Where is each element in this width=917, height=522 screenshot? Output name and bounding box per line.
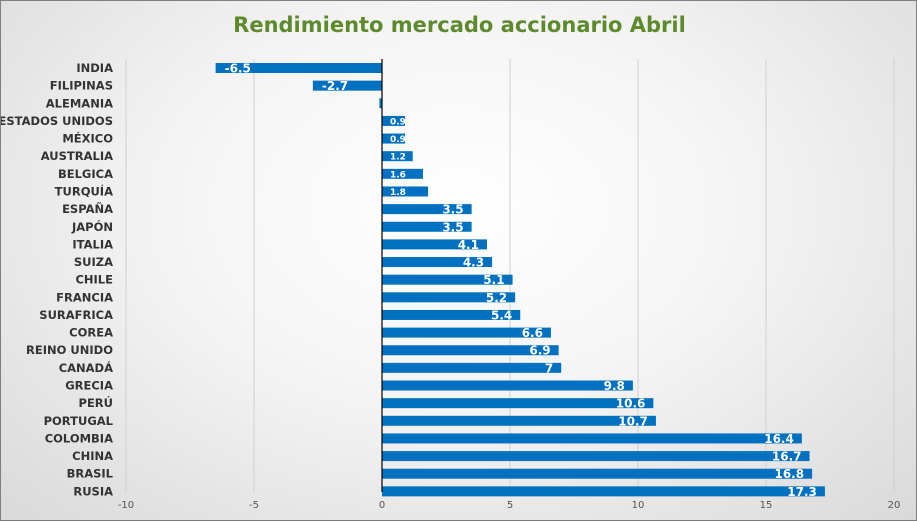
data-label: 10.7	[618, 414, 648, 428]
category-label: AUSTRALIA	[41, 149, 113, 163]
category-label: COREA	[69, 326, 113, 340]
data-label: 16.7	[772, 450, 802, 464]
data-label: 1.6	[390, 170, 406, 180]
bar	[382, 115, 406, 126]
data-label: 1.8	[390, 188, 406, 198]
data-label: 17.3	[787, 485, 817, 499]
category-label: JAPÓN	[71, 219, 113, 234]
category-label: COLOMBIA	[45, 431, 113, 445]
category-label: SUIZA	[74, 255, 113, 269]
data-label: 5.4	[491, 308, 512, 322]
bar	[382, 468, 813, 479]
category-label: CHINA	[72, 449, 113, 463]
bar	[382, 204, 472, 215]
data-label: 6.6	[522, 326, 543, 340]
category-label: INDIA	[76, 61, 113, 75]
bar	[382, 257, 493, 268]
x-tick-label: 10	[632, 500, 645, 511]
data-label: 0.9	[390, 117, 406, 127]
data-label: 9.8	[604, 379, 625, 393]
bar	[382, 345, 559, 356]
data-label: 0.9	[390, 135, 406, 145]
category-label: SURAFRICA	[39, 308, 113, 322]
bar	[382, 221, 472, 232]
data-label: 5.2	[486, 291, 507, 305]
data-label: 7	[545, 361, 553, 375]
x-tick-label: 5	[507, 500, 513, 511]
bar	[382, 168, 423, 179]
category-label: CHILE	[75, 273, 113, 287]
x-tick-label: 15	[760, 500, 773, 511]
bar	[382, 309, 521, 320]
category-label: ITALIA	[72, 237, 113, 251]
bar	[382, 451, 810, 462]
chart-title: Rendimiento mercado accionario Abril	[233, 13, 686, 37]
category-label: BELGICA	[58, 167, 113, 181]
data-label: 5.1	[483, 273, 504, 287]
x-tick-label: 20	[888, 500, 901, 511]
data-label: 6.9	[529, 344, 550, 358]
bar	[379, 98, 382, 109]
data-label: -6.5	[225, 62, 251, 76]
bar	[382, 380, 633, 391]
bar	[382, 415, 656, 426]
data-label: 4.3	[463, 256, 484, 270]
data-label: 3.5	[442, 203, 463, 217]
bar	[382, 133, 406, 144]
category-label: BRASIL	[67, 467, 114, 481]
data-label: 10.6	[616, 397, 646, 411]
data-label: 3.5	[442, 220, 463, 234]
category-label: ESPAÑA	[62, 201, 113, 216]
category-label: PERÚ	[79, 395, 113, 410]
bar	[382, 186, 429, 197]
bar	[382, 151, 413, 162]
category-label: REINO UNIDO	[26, 343, 113, 357]
category-label: ESTADOS UNIDOS	[1, 114, 113, 128]
bar	[382, 274, 513, 285]
x-tick-label: 0	[379, 500, 385, 511]
data-label: 4.1	[458, 238, 479, 252]
category-label: CANADÁ	[59, 360, 113, 375]
category-label: PORTUGAL	[44, 414, 114, 428]
bar	[382, 239, 487, 250]
category-label: FILIPINAS	[50, 79, 113, 93]
data-label: -2.7	[322, 79, 348, 93]
category-label: ALEMANIA	[46, 96, 113, 110]
bar	[382, 486, 825, 497]
bar	[382, 327, 551, 338]
data-label: 16.8	[774, 467, 804, 481]
category-label: RUSIA	[73, 484, 113, 498]
category-label: FRANCIA	[56, 290, 113, 304]
bar	[382, 362, 562, 373]
x-tick-label: -10	[118, 500, 134, 511]
bar	[312, 80, 382, 91]
bar	[215, 63, 382, 73]
bar	[382, 398, 654, 409]
x-tick-label: -5	[249, 500, 259, 511]
data-label: 1.2	[390, 153, 406, 163]
bar	[382, 433, 802, 444]
category-label: GRECIA	[65, 379, 113, 393]
bar	[382, 292, 516, 303]
category-label: TURQUÍA	[55, 183, 113, 198]
data-label: 16.4	[764, 432, 794, 446]
category-label: MÉXICO	[62, 131, 113, 146]
